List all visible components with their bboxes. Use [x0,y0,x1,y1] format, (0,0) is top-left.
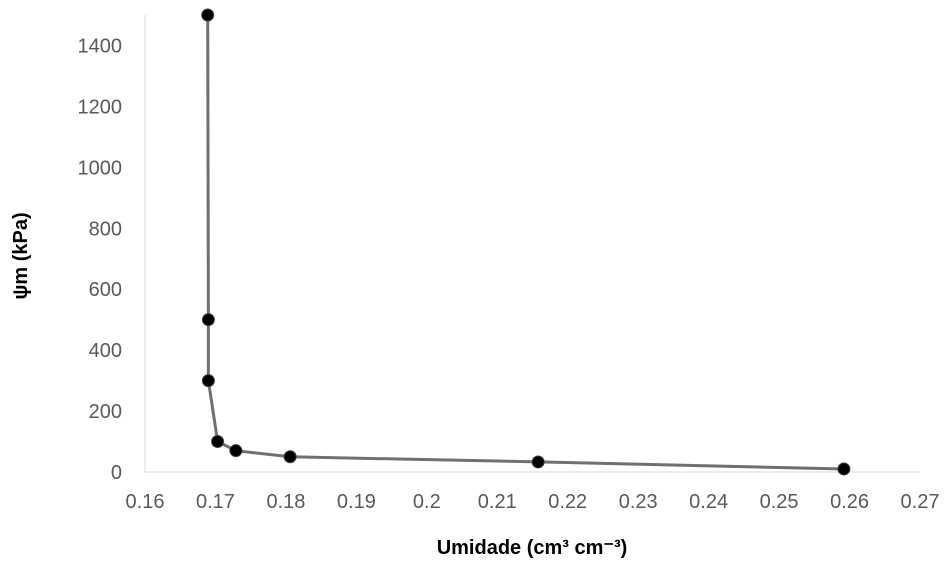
x-tick-label: 0.22 [548,491,587,513]
y-tick-label: 0 [111,462,122,484]
y-tick-labels: 0 200 400 600 800 1000 1200 1400 [78,35,123,484]
y-tick-label: 1000 [78,157,123,179]
x-tick-label: 0.2 [413,491,441,513]
data-point [201,374,215,388]
data-point [229,444,243,458]
y-tick-label: 1400 [78,35,123,57]
x-tick-label: 0.18 [266,491,305,513]
x-tick-label: 0.19 [337,491,376,513]
x-axis-title: Umidade (cm³ cm⁻³) [437,537,628,559]
data-point [283,450,297,464]
data-point [837,462,851,476]
data-point [201,313,215,327]
x-tick-labels: 0.16 0.17 0.18 0.19 0.2 0.21 0.22 0.23 0.24 0.25 0… [126,491,940,513]
data-point [531,455,545,469]
x-tick-label: 0.23 [619,491,658,513]
data-point [211,435,225,449]
x-tick-label: 0.16 [126,491,165,513]
y-axis-title: ψm (kPa) [10,212,32,299]
x-tick-label: 0.27 [901,491,940,513]
y-tick-label: 600 [89,279,122,301]
x-tick-label: 0.17 [196,491,235,513]
x-tick-label: 0.26 [830,491,869,513]
x-tick-label: 0.21 [478,491,517,513]
y-tick-label: 200 [89,401,122,423]
x-tick-label: 0.24 [689,491,728,513]
x-tick-label: 0.25 [760,491,799,513]
series-line [206,14,844,471]
y-tick-label: 1200 [78,96,123,118]
series-group [201,8,851,476]
y-tick-label: 800 [89,218,122,240]
data-point [201,8,215,22]
y-tick-label: 400 [89,340,122,362]
axes [144,15,920,473]
